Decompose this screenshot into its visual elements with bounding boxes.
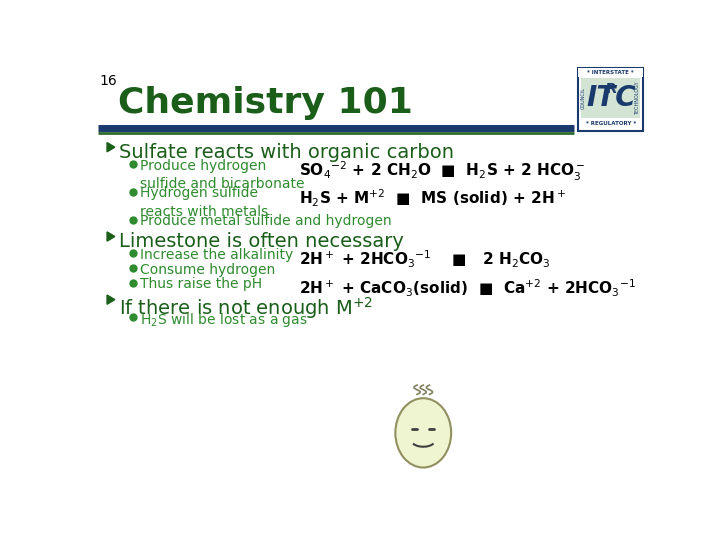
Text: 16: 16 <box>99 74 117 88</box>
Text: 2H$^+$ + 2HCO$_3$$^{-1}$    $\blacksquare$   2 H$_2$CO$_3$: 2H$^+$ + 2HCO$_3$$^{-1}$ $\blacksquare$ … <box>300 249 551 270</box>
Ellipse shape <box>395 398 451 468</box>
Text: Thus raise the pH: Thus raise the pH <box>140 278 263 291</box>
Text: Chemistry 101: Chemistry 101 <box>118 86 413 120</box>
Text: Consume hydrogen: Consume hydrogen <box>140 262 276 276</box>
Text: Limestone is often necessary: Limestone is often necessary <box>120 232 405 251</box>
Text: TECHNOLOGY: TECHNOLOGY <box>636 81 640 114</box>
Text: H$_2$S + M$^{+2}$  $\blacksquare$  MS (solid) + 2H$^+$: H$_2$S + M$^{+2}$ $\blacksquare$ MS (sol… <box>300 187 566 208</box>
Text: Produce metal sulfide and hydrogen: Produce metal sulfide and hydrogen <box>140 214 392 228</box>
Text: * REGULATORY *: * REGULATORY * <box>585 121 636 126</box>
FancyBboxPatch shape <box>578 68 644 77</box>
FancyBboxPatch shape <box>578 68 644 131</box>
Text: Sulfate reacts with organic carbon: Sulfate reacts with organic carbon <box>120 143 454 161</box>
Text: Increase the alkalinity: Increase the alkalinity <box>140 248 294 262</box>
Polygon shape <box>107 143 114 152</box>
Text: 2H$^+$ + CaCO$_3$(solid)  $\blacksquare$  Ca$^{+2}$ + 2HCO$_3$$^{-1}$: 2H$^+$ + CaCO$_3$(solid) $\blacksquare$ … <box>300 278 636 300</box>
Text: R: R <box>606 83 616 97</box>
Text: Produce hydrogen
sulfide and bicarbonate: Produce hydrogen sulfide and bicarbonate <box>140 159 305 191</box>
Polygon shape <box>107 295 114 304</box>
Text: H$_2$S will be lost as a gas: H$_2$S will be lost as a gas <box>140 311 308 329</box>
Text: COUNCIL: COUNCIL <box>581 87 586 109</box>
FancyBboxPatch shape <box>581 78 640 118</box>
Text: Hydrogen sulfide
reacts with metals: Hydrogen sulfide reacts with metals <box>140 186 269 219</box>
Text: ITC: ITC <box>586 84 636 112</box>
Text: SO$_4$$^{-2}$ + 2 CH$_2$O  $\blacksquare$  H$_2$S + 2 HCO$^-_3$: SO$_4$$^{-2}$ + 2 CH$_2$O $\blacksquare$… <box>300 159 585 183</box>
Text: * INTERSTATE *: * INTERSTATE * <box>588 70 634 75</box>
Polygon shape <box>107 232 114 241</box>
Text: If there is not enough M$^{+2}$: If there is not enough M$^{+2}$ <box>120 295 374 321</box>
